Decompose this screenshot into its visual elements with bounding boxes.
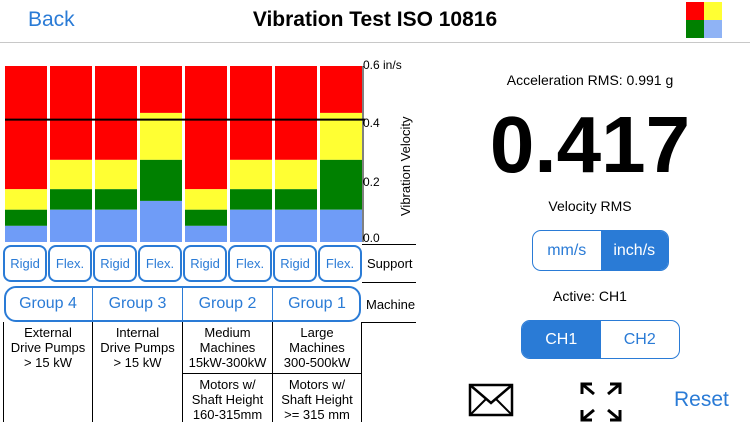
unit-inchs-button[interactable]: inch/s — [600, 231, 668, 270]
zone-blue-bar — [50, 209, 92, 242]
tick-label: 0.6 in/s — [363, 58, 402, 72]
zone-red-bar — [95, 66, 137, 160]
zone-red-bar — [275, 66, 317, 160]
support-rigid-button[interactable]: Rigid — [273, 245, 317, 282]
zone-red-bar — [140, 66, 182, 113]
zone-red-bar — [5, 66, 47, 190]
axis-label: Vibration Velocity — [398, 116, 413, 217]
channel-1-button[interactable]: CH1 — [522, 321, 601, 358]
group-4-description: External Drive Pumps > 15 kW — [10, 325, 86, 370]
zone-green-bar — [320, 159, 362, 210]
zone-yellow-bar — [5, 189, 47, 210]
zone-blue-bar — [275, 209, 317, 242]
support-flex-button[interactable]: Flex. — [318, 245, 362, 282]
support-rigid-button[interactable]: Rigid — [183, 245, 227, 282]
navigation-bar: Back Vibration Test ISO 10816 — [0, 0, 750, 43]
color-grid-icon[interactable] — [686, 2, 722, 38]
group-3-button[interactable]: Group 3 — [108, 295, 167, 312]
zone-red-bar — [185, 66, 227, 190]
group-2-description: Medium Machines 15kW-300kW — [188, 325, 267, 370]
acceleration-readout: Acceleration RMS: 0.991 g — [506, 72, 674, 88]
support-rigid-button[interactable]: Rigid — [3, 245, 47, 282]
zone-yellow-bar — [95, 159, 137, 190]
zone-blue-bar — [140, 200, 182, 242]
channel-2-button[interactable]: CH2 — [623, 330, 656, 348]
zone-red-bar — [320, 66, 362, 113]
zone-blue-bar — [320, 209, 362, 242]
divider — [92, 322, 93, 422]
zone-green-bar — [275, 189, 317, 210]
velocity-label: Velocity RMS — [548, 198, 632, 214]
divider — [362, 322, 416, 323]
zone-blue-bar — [185, 225, 227, 242]
divider — [183, 373, 361, 374]
machine-row-label: Machine — [366, 297, 416, 312]
group-1-description: Large Machines 300-500kW — [283, 325, 351, 370]
group-1-button[interactable]: Group 1 — [288, 295, 346, 312]
zone-green-bar — [140, 159, 182, 201]
divider — [362, 244, 416, 245]
tick-label: 0.2 — [363, 175, 380, 189]
group-3-description: Internal Drive Pumps > 15 kW — [100, 325, 175, 370]
tick-label: 0.4 — [363, 116, 380, 130]
zone-yellow-bar — [140, 112, 182, 160]
support-row-label: Support — [367, 256, 413, 271]
support-flex-button[interactable]: Flex. — [228, 245, 272, 282]
zone-blue-bar — [230, 209, 272, 242]
support-flex-button[interactable]: Flex. — [48, 245, 92, 282]
fullscreen-icon[interactable] — [578, 380, 624, 422]
group-2-button[interactable]: Group 2 — [198, 295, 257, 312]
zone-red-bar — [230, 66, 272, 160]
zone-yellow-bar — [230, 159, 272, 190]
mail-icon[interactable] — [468, 383, 514, 417]
page-title: Vibration Test ISO 10816 — [252, 8, 498, 31]
active-channel-label: Active: CH1 — [553, 288, 627, 304]
group-2-motor-description: Motors w/Shaft Height 160-315mm — [191, 377, 264, 422]
reset-button[interactable]: Reset — [674, 388, 729, 411]
zone-green-bar — [5, 209, 47, 226]
support-rigid-button[interactable]: Rigid — [93, 245, 137, 282]
divider — [361, 322, 362, 422]
zone-blue-bar — [5, 225, 47, 242]
vibration-chart — [5, 66, 365, 242]
unit-mms-button[interactable]: mm/s — [547, 241, 587, 259]
back-button[interactable]: Back — [28, 8, 75, 31]
divider — [92, 286, 93, 322]
zone-green-bar — [185, 209, 227, 226]
zone-blue-bar — [95, 209, 137, 242]
channel-selector: CH1 CH2 — [521, 320, 680, 359]
group-4-button[interactable]: Group 4 — [19, 295, 77, 312]
unit-selector: mm/s inch/s — [532, 230, 669, 271]
zone-yellow-bar — [185, 189, 227, 210]
support-flex-button[interactable]: Flex. — [138, 245, 182, 282]
zone-yellow-bar — [320, 112, 362, 160]
divider — [272, 286, 273, 322]
velocity-value: 0.417 — [489, 100, 691, 189]
divider — [362, 282, 416, 283]
zone-yellow-bar — [50, 159, 92, 190]
zone-green-bar — [50, 189, 92, 210]
zone-green-bar — [95, 189, 137, 210]
divider — [272, 322, 273, 422]
group-1-motor-description: Motors w/Shaft Height >= 315 mm — [281, 377, 353, 422]
tick-label: 0.0 — [363, 231, 380, 245]
divider — [182, 286, 183, 322]
zone-yellow-bar — [275, 159, 317, 190]
zone-red-bar — [50, 66, 92, 160]
divider — [182, 322, 183, 422]
divider — [3, 322, 4, 422]
zone-green-bar — [230, 189, 272, 210]
